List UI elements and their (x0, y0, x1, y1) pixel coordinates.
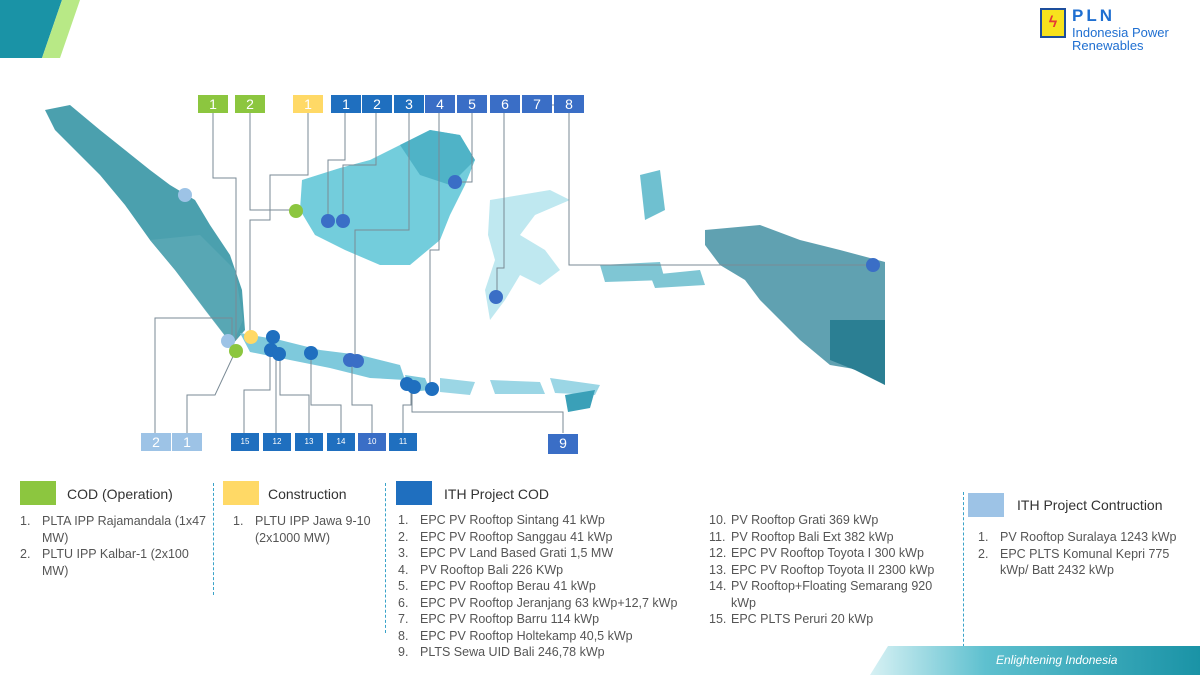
legend-list-ith-cod-a: 1. EPC PV Rooftop Sintang 41 kWp 2. EPC PV… (398, 512, 698, 661)
brand-subtitle: Indonesia Power Renewables (1072, 25, 1169, 53)
list-item: 2. PLTU IPP Kalbar-1 (2x100 MW) (20, 547, 189, 578)
map-tag-ith-15: 15 (231, 433, 259, 451)
divider (963, 492, 964, 662)
map-tag-cod-2: 2 (235, 95, 265, 113)
legend-list-ith-construction: 1. PV Rooftop Suralaya 1243 kWp 2. EPC PLT… (978, 529, 1186, 579)
map-tag-ith-12: 12 (263, 433, 291, 451)
list-item: 10. PV Rooftop Grati 369 kWp (709, 513, 879, 527)
map-tag-ith-14: 14 (327, 433, 355, 451)
legend-title-construction: Construction (268, 486, 347, 502)
list-item: 1. PLTA IPP Rajamandala (1x47 MW) (20, 514, 206, 545)
map-tag-ith-2: 2 (362, 95, 392, 113)
island-sumatra-south (150, 235, 243, 345)
island-timor (565, 390, 595, 412)
island-maluku-3 (650, 270, 705, 288)
legend-title-ith-cod: ITH Project COD (444, 486, 550, 502)
legend-swatch-cod (20, 481, 56, 505)
list-item: 5. EPC PV Rooftop Berau 41 kWp (398, 579, 596, 593)
list-item: 3. EPC PV Land Based Grati 1,5 MW (398, 546, 614, 560)
list-item: 11. PV Rooftop Bali Ext 382 kWp (709, 529, 894, 544)
list-item: 1. EPC PV Rooftop Sintang 41 kWp (398, 513, 605, 527)
list-item: 12. EPC PV Rooftop Toyota I 300 kWp (709, 546, 924, 560)
map-tag-ith-8: 8 (554, 95, 584, 113)
map-tag-ith-10: 10 (358, 433, 386, 451)
island-nusa-tenggara-2 (490, 380, 545, 394)
legend-title-cod: COD (Operation) (67, 486, 173, 502)
legend-list-ith-cod-b: 10. PV Rooftop Grati 369 kWp 11. PV Roofto… (709, 512, 949, 628)
island-nusa-tenggara-1 (440, 378, 475, 395)
map-tag-ith-construction-2: 2 (141, 433, 171, 451)
map-tag-ith-13: 13 (295, 433, 323, 451)
list-item: 7. EPC PV Rooftop Barru 114 kWp (398, 612, 600, 626)
list-item: 13. EPC PV Rooftop Toyota II 2300 kWp (709, 562, 935, 577)
map-tag-cod-1: 1 (198, 95, 228, 113)
footer-tagline: Enlightening Indonesia (996, 653, 1118, 667)
map-tag-construction-1: 1 (293, 95, 323, 113)
map-tag-ith-1: 1 (331, 95, 361, 113)
corner-decoration (0, 0, 80, 58)
map-tag-ith-6: 6 (490, 95, 520, 113)
indonesia-map (45, 104, 885, 433)
map-tag-ith-9: 9 (548, 434, 578, 454)
island-papua-south (830, 320, 885, 385)
list-item: 6. EPC PV Rooftop Jeranjang 63 kWp+12,7 k… (398, 595, 678, 610)
island-kalimantan-north (400, 130, 475, 185)
map-tag-ith-construction-1: 1 (172, 433, 202, 451)
island-nusa-tenggara-3 (550, 378, 600, 395)
divider (213, 483, 214, 595)
legend-swatch-ith-cod (396, 481, 432, 505)
list-item: 8. EPC PV Rooftop Holtekamp 40,5 kWp (398, 628, 633, 643)
legend-list-cod: 1. PLTA IPP Rajamandala (1x47 MW) 2. PLTU … (20, 513, 210, 579)
legend-swatch-ith-construction (968, 493, 1004, 517)
list-item: 2. EPC PLTS Komunal Kepri 775 kWp/ Batt 2… (978, 546, 1170, 578)
map-tag-ith-5: 5 (457, 95, 487, 113)
pln-logo-icon: ϟ (1040, 8, 1066, 38)
island-maluku-2 (600, 262, 665, 282)
map-tag-ith-4: 4 (425, 95, 455, 113)
map-tag-ith-11: 11 (389, 433, 417, 451)
map-tag-ith-7: 7 (522, 95, 552, 113)
list-item: 1. PLTU IPP Jawa 9-10 (2x1000 MW) (233, 514, 371, 545)
map-tag-ith-3: 3 (394, 95, 424, 113)
island-sulawesi (485, 190, 570, 320)
list-item: 2. EPC PV Rooftop Sanggau 41 kWp (398, 529, 613, 544)
legend-list-construction: 1. PLTU IPP Jawa 9-10 (2x1000 MW) (233, 513, 383, 546)
list-item: 9. PLTS Sewa UID Bali 246,78 kWp (398, 645, 605, 659)
brand-logo: ϟ PLN Indonesia Power Renewables (1028, 6, 1188, 54)
island-maluku-1 (640, 170, 665, 220)
list-item: 1. PV Rooftop Suralaya 1243 kWp (978, 530, 1177, 544)
project-dots (178, 175, 880, 396)
list-item: 14. PV Rooftop+Floating Semarang 920 kWp (709, 579, 933, 610)
legend-swatch-construction (223, 481, 259, 505)
footer-bar (870, 646, 1200, 675)
divider (385, 483, 386, 633)
list-item: 4. PV Rooftop Bali 226 KWp (398, 562, 564, 577)
list-item: 15. EPC PLTS Peruri 20 kWp (709, 612, 874, 626)
island-java (240, 333, 405, 380)
legend-title-ith-construction: ITH Project Contruction (1017, 497, 1163, 513)
brand-name: PLN (1072, 6, 1115, 25)
